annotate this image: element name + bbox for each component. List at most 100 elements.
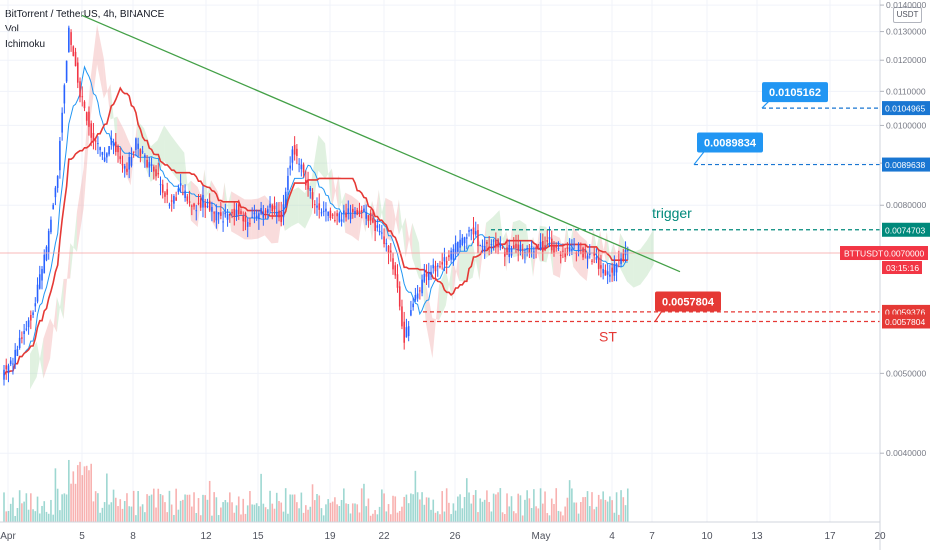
volume-bar: [195, 513, 198, 522]
volume-bar: [45, 511, 48, 522]
candle-body: [220, 212, 222, 216]
cloud-segment: [325, 143, 332, 209]
x-tick-label: 4: [609, 531, 615, 542]
volume-bar: [182, 499, 184, 522]
candle-body: [439, 266, 441, 268]
candle-body: [443, 257, 446, 262]
candle-body: [457, 241, 459, 252]
candle-body: [83, 101, 86, 109]
candle-body: [483, 245, 486, 251]
candle-body: [349, 213, 352, 220]
candle-body: [347, 208, 350, 215]
candle-body: [298, 163, 300, 165]
annotation-trigger: trigger: [652, 205, 692, 221]
candle-body: [474, 231, 477, 235]
volume-bar: [403, 496, 405, 522]
volume-bar: [472, 494, 475, 522]
volume-bar: [474, 490, 477, 522]
volume-bar: [517, 493, 520, 522]
candle-body: [584, 249, 587, 254]
candle-body: [94, 140, 97, 142]
candle-body: [184, 190, 186, 198]
volume-bar: [242, 498, 245, 522]
candle-body: [103, 157, 106, 162]
volume-bar: [262, 503, 265, 522]
annotation-st: ST: [599, 328, 617, 344]
volume-bar: [405, 494, 408, 522]
cloud-segment: [318, 135, 326, 179]
volume-bar: [468, 492, 470, 522]
candle-body: [152, 166, 155, 172]
cloud-segment: [298, 187, 305, 229]
volume-bar: [501, 512, 504, 522]
candle-body: [311, 192, 314, 200]
candle-body: [479, 244, 482, 246]
x-tick-label: 10: [701, 531, 713, 542]
cloud-segment: [445, 260, 453, 306]
y-tick-label: 0.0050000: [886, 368, 926, 378]
volume-bar: [220, 507, 222, 522]
price-levels: [0, 107, 880, 323]
volume-bar: [114, 497, 117, 522]
volume-bar: [542, 503, 544, 522]
candle-body: [18, 337, 21, 349]
candle-body: [327, 211, 329, 216]
volume-bar: [562, 515, 564, 522]
volume-bar: [157, 488, 160, 522]
cloud-segment: [626, 246, 634, 288]
candle-body: [472, 227, 475, 235]
volume-bar: [318, 495, 321, 522]
volume-bar: [595, 506, 598, 522]
volume-bar: [229, 492, 231, 522]
countdown-label: 03:15:16: [886, 263, 919, 273]
candle-body: [477, 229, 479, 247]
candle-body: [331, 214, 334, 216]
candle-body: [358, 210, 361, 214]
volume-bar: [443, 511, 446, 522]
volume-bar: [389, 514, 392, 522]
volume-bar: [14, 515, 16, 522]
candle-body: [597, 257, 600, 269]
symbol-title[interactable]: BitTorrent / TetherUS, 4h, BINANCE: [5, 9, 165, 20]
candle-body: [12, 363, 14, 365]
indicator-vol[interactable]: Vol: [5, 24, 19, 35]
candle-body: [336, 213, 338, 217]
candle-body: [405, 327, 408, 338]
candle-body: [170, 200, 173, 202]
volume-bar: [309, 506, 312, 522]
candle-body: [114, 141, 117, 152]
candle-body: [289, 165, 291, 169]
candle-body: [504, 251, 506, 257]
candle-body: [495, 240, 497, 248]
candle-body: [41, 269, 43, 281]
candle-body: [354, 210, 356, 215]
currency-label[interactable]: USDT: [893, 7, 922, 23]
candle-body: [425, 272, 428, 277]
volume-bar: [117, 506, 119, 522]
candle-body: [381, 232, 383, 234]
candle-body: [463, 237, 466, 244]
candle-body: [79, 81, 81, 98]
volume-bar: [293, 494, 296, 522]
candle-body: [367, 215, 370, 221]
cloud-segment: [546, 226, 554, 275]
candle-body: [535, 246, 537, 249]
candle-body: [130, 156, 133, 166]
y-tick-label: 0.0100000: [886, 120, 926, 130]
volume-bar: [320, 508, 323, 522]
candle-body: [459, 239, 461, 248]
indicator-ichimoku[interactable]: Ichimoku: [5, 39, 46, 50]
price-marker-label: 0.0057804: [885, 317, 925, 327]
cloud-segment: [425, 282, 433, 359]
volume-bar: [582, 497, 584, 522]
candle-body: [296, 148, 298, 157]
volume-bar: [419, 499, 421, 522]
volume-bar: [559, 511, 562, 522]
volume-bar: [584, 497, 587, 522]
volume-bar: [123, 500, 126, 522]
price-marker-box: [882, 157, 930, 172]
candle-body: [182, 193, 184, 195]
candle-body: [284, 191, 287, 208]
volume-bar: [313, 500, 316, 522]
